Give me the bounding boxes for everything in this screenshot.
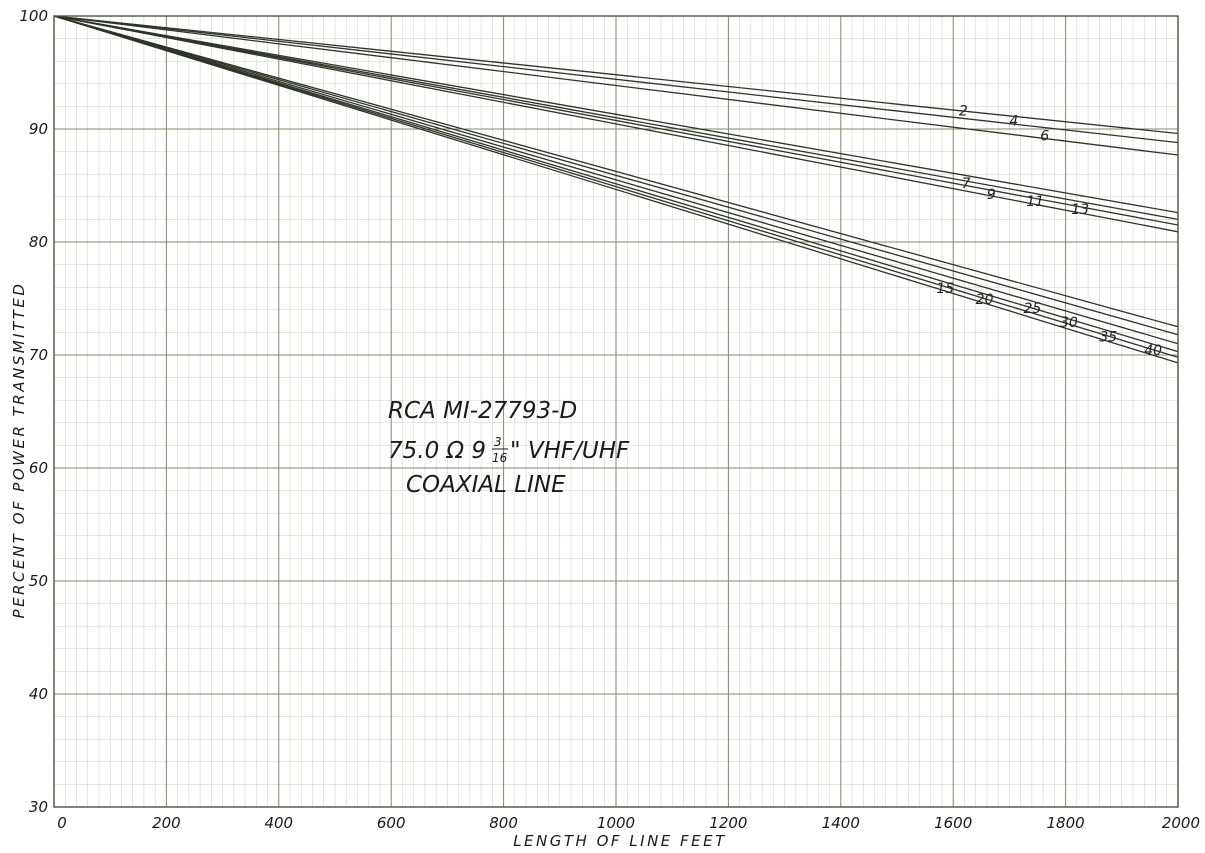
series-label-6: 6 <box>1040 128 1049 144</box>
y-tick-label: 70 <box>29 346 48 364</box>
y-tick-label: 80 <box>29 233 48 251</box>
x-tick-label: 600 <box>377 814 406 832</box>
series-label-30: 30 <box>1060 315 1078 331</box>
series-line-40 <box>53 15 1179 364</box>
y-tick-label: 30 <box>29 798 48 816</box>
annotation-line-2-rest: " VHF/UHF <box>510 438 630 464</box>
annotation-line-1: RCA MI-27793-D <box>388 398 577 424</box>
tick-labels: 0 200 400 600 800 1000 1200 1400 1600 1800 2000 30 4… <box>19 7 1200 832</box>
annotation-fraction-numerator: 3 <box>494 435 502 449</box>
series-line-30 <box>53 15 1179 353</box>
series-label-13: 13 <box>1071 202 1089 218</box>
series-line-15 <box>53 15 1179 328</box>
plot-frame <box>53 15 1179 808</box>
x-tick-label: 1200 <box>709 814 747 832</box>
series-label-25: 25 <box>1023 301 1041 317</box>
y-tick-label: 50 <box>29 572 48 590</box>
series-label-15: 15 <box>936 281 954 297</box>
series-line-9 <box>53 15 1179 221</box>
y-tick-label: 60 <box>29 459 48 477</box>
chart-annotation: RCA MI-27793-D 75.0 Ω 9 3 16 " VHF/UHF C… <box>388 398 630 498</box>
x-axis-title: LENGTH OF LINE FEET <box>513 832 727 850</box>
grid <box>53 15 1179 808</box>
x-tick-label: 400 <box>264 814 293 832</box>
y-tick-label: 90 <box>29 120 48 138</box>
annotation-line-2: 75.0 Ω 9 <box>388 438 486 464</box>
series-line-7 <box>53 15 1179 214</box>
series-label-7: 7 <box>962 176 971 192</box>
annotation-line-3: COAXIAL LINE <box>406 472 566 498</box>
x-tick-label: 1600 <box>934 814 972 832</box>
y-tick-label: 100 <box>19 7 48 25</box>
series-line-20 <box>53 15 1179 336</box>
series-line-4 <box>53 15 1179 144</box>
series-label-9: 9 <box>987 187 996 203</box>
series-line-11 <box>53 15 1179 226</box>
series-label-11: 11 <box>1026 194 1044 210</box>
series-line-2 <box>53 15 1179 135</box>
x-tick-label: 1000 <box>597 814 635 832</box>
x-tick-label: 1400 <box>822 814 860 832</box>
x-tick-label: 1800 <box>1047 814 1085 832</box>
x-tick-label: 0 <box>57 814 67 832</box>
series-line-6 <box>53 15 1179 156</box>
series-line-25 <box>53 15 1179 345</box>
x-tick-label: 200 <box>152 814 181 832</box>
annotation-fraction-denominator: 16 <box>492 451 508 465</box>
series-label-35: 35 <box>1099 329 1117 345</box>
series-label-4: 4 <box>1009 114 1018 130</box>
series-labels: 2 4 6 79 11 13 15 20 25 30 35 40 <box>936 103 1162 359</box>
series-label-2: 2 <box>959 103 968 119</box>
series-line-35 <box>53 15 1179 358</box>
series-label-40: 40 <box>1144 343 1162 359</box>
series-label-20: 20 <box>976 292 994 308</box>
x-tick-label: 800 <box>489 814 518 832</box>
y-axis-title: PERCENT OF POWER TRANSMITTED <box>10 282 28 619</box>
series-line-13 <box>53 15 1179 233</box>
x-tick-label: 2000 <box>1162 814 1200 832</box>
y-tick-label: 40 <box>29 685 48 703</box>
series-curves <box>53 15 1179 364</box>
